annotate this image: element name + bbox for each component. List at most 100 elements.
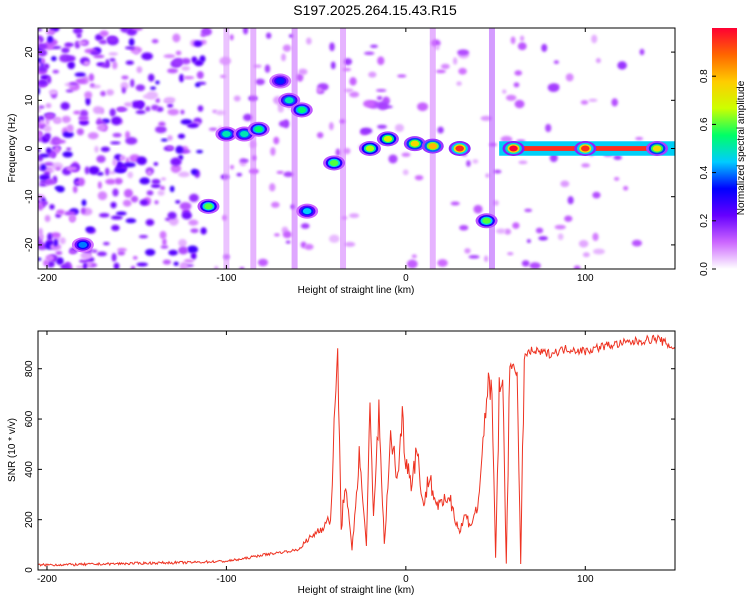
spectrogram-noise-cell xyxy=(450,201,460,206)
spectrogram-noise-cell xyxy=(208,127,218,131)
spectrogram-noise-cell xyxy=(39,153,50,158)
spectrogram-peak xyxy=(383,135,393,142)
spectrogram-noise-cell xyxy=(47,232,53,242)
spectrogram-noise-cell xyxy=(38,43,48,49)
spectrogram-noise-cell xyxy=(283,171,294,178)
spectrogram-noise-cell xyxy=(105,178,116,185)
spectrogram-noise-cell xyxy=(54,139,66,144)
spectrogram-noise-cell xyxy=(100,90,107,97)
spectrogram-smear-band xyxy=(291,28,298,269)
spectrogram-noise-cell xyxy=(108,52,119,56)
spectrogram-noise-cell xyxy=(190,228,199,234)
spectrogram-noise-cell xyxy=(38,87,41,95)
spectrogram-noise-cell xyxy=(466,160,471,167)
spectrogram-noise-cell xyxy=(541,43,548,52)
spectrogram-noise-cell xyxy=(239,159,249,163)
spectrogram-noise-cell xyxy=(38,202,44,211)
spectrogram-noise-cell xyxy=(139,199,149,206)
snr-panel: -200 -100 0 100 0 200 400 600 800 Height of stra… xyxy=(7,330,676,596)
spectrogram-noise-cell xyxy=(120,28,130,33)
spectrogram-noise-cell xyxy=(473,204,483,214)
spectrogram-noise-cell xyxy=(349,77,357,86)
spectrogram-noise-cell xyxy=(44,112,56,121)
spectrogram-noise-cell xyxy=(613,176,620,181)
figure-title: S197.2025.264.15.43.R15 xyxy=(293,2,457,18)
spectrogram-noise-cell xyxy=(181,57,191,65)
spectrogram-noise-cell xyxy=(53,117,63,124)
spectrogram-noise-cell xyxy=(162,259,172,265)
spectrogram-noise-cell xyxy=(117,247,127,252)
spectrogram-noise-cell xyxy=(153,162,159,166)
spectrogram-noise-cell xyxy=(85,96,91,106)
spectrogram-noise-cell xyxy=(172,33,181,43)
spectrogram-noise-cell xyxy=(282,230,292,239)
spectrogram-noise-cell xyxy=(593,248,605,255)
spectrogram-smear-band xyxy=(223,28,230,269)
spectrogram-y-tick-label: 0 xyxy=(24,145,35,151)
spectrogram-noise-cell xyxy=(170,164,182,174)
spectrogram-noise-cell xyxy=(66,124,74,133)
spectrogram-noise-cell xyxy=(45,254,55,262)
spectrogram-noise-cell xyxy=(44,214,51,222)
spectrogram-noise-cell xyxy=(61,47,70,54)
spectrogram-noise-cell xyxy=(40,57,46,65)
spectrogram-noise-cell xyxy=(115,211,127,216)
spectrogram-noise-cell xyxy=(125,60,135,65)
spectrogram-noise-cell xyxy=(519,35,525,42)
spectrogram-noise-cell xyxy=(242,28,249,35)
spectrogram-noise-cell xyxy=(394,123,405,132)
spectrogram-noise-cell xyxy=(69,215,75,222)
spectrogram-noise-cell xyxy=(502,89,507,94)
spectrogram-noise-cell xyxy=(40,164,47,171)
spectrogram-noise-cell xyxy=(100,146,110,152)
spectrogram-noise-cell xyxy=(121,87,126,94)
spectrogram-noise-cell xyxy=(181,211,192,220)
spectrogram-noise-cell xyxy=(96,124,107,132)
spectrogram-noise-cell xyxy=(161,177,166,181)
spectrogram-noise-cell xyxy=(111,252,117,262)
spectrogram-noise-cell xyxy=(112,132,122,138)
spectrogram-noise-cell xyxy=(159,230,167,240)
spectrogram-noise-cell xyxy=(38,49,48,57)
spectrogram-noise-cell xyxy=(170,157,182,166)
spectrogram-noise-cell xyxy=(162,238,167,246)
spectrogram-peak xyxy=(204,203,213,210)
spectrogram-noise-cell xyxy=(329,42,335,52)
spectrogram-noise-cell xyxy=(547,83,560,93)
spectrogram-noise-cell xyxy=(457,49,470,56)
spectrogram-noise-cell xyxy=(179,73,184,83)
spectrogram-noise-cell xyxy=(180,118,193,125)
spectrogram-noise-cell xyxy=(538,236,548,241)
spectrogram-noise-cell xyxy=(183,258,195,263)
spectrogram-noise-cell xyxy=(88,73,95,82)
spectrogram-noise-cell xyxy=(90,50,100,56)
snr-y-tick-label: 400 xyxy=(24,461,35,478)
spectrogram-noise-cell xyxy=(62,131,74,138)
spectrogram-peak xyxy=(240,131,249,138)
spectrogram-noise-cell xyxy=(81,207,86,214)
spectrogram-noise-cell xyxy=(66,147,72,151)
spectrogram-noise-cell xyxy=(119,155,126,161)
spectrogram-noise-cell xyxy=(93,54,105,59)
spectrogram-noise-cell xyxy=(67,61,76,70)
spectrogram-noise-cell xyxy=(106,89,115,96)
spectrogram-peak xyxy=(365,145,375,152)
spectrogram-noise-cell xyxy=(229,164,235,170)
spectrogram-noise-cell xyxy=(132,256,138,260)
spectrogram-noise-cell xyxy=(178,246,189,255)
spectrogram-noise-cell xyxy=(142,94,153,99)
spectrogram-noise-cell xyxy=(155,98,161,103)
spectrogram-noise-cell xyxy=(578,240,589,248)
snr-x-tick-label: -100 xyxy=(216,574,236,585)
snr-series-line xyxy=(37,334,676,567)
snr-ticks: -200 -100 0 100 0 200 400 600 800 xyxy=(24,331,675,585)
spectrogram-noise-cell xyxy=(611,98,618,107)
spectrogram-noise-cell xyxy=(48,89,58,95)
spectrogram-noise-cell xyxy=(130,265,136,269)
spectrogram-noise-cell xyxy=(150,104,159,111)
spectrogram-noise-cell xyxy=(38,148,42,153)
spectrogram-noise-cell xyxy=(78,119,90,126)
spectrogram-noise-cell xyxy=(159,185,166,191)
spectrogram-noise-cell xyxy=(406,259,418,269)
spectrogram-noise-cell xyxy=(125,137,138,145)
